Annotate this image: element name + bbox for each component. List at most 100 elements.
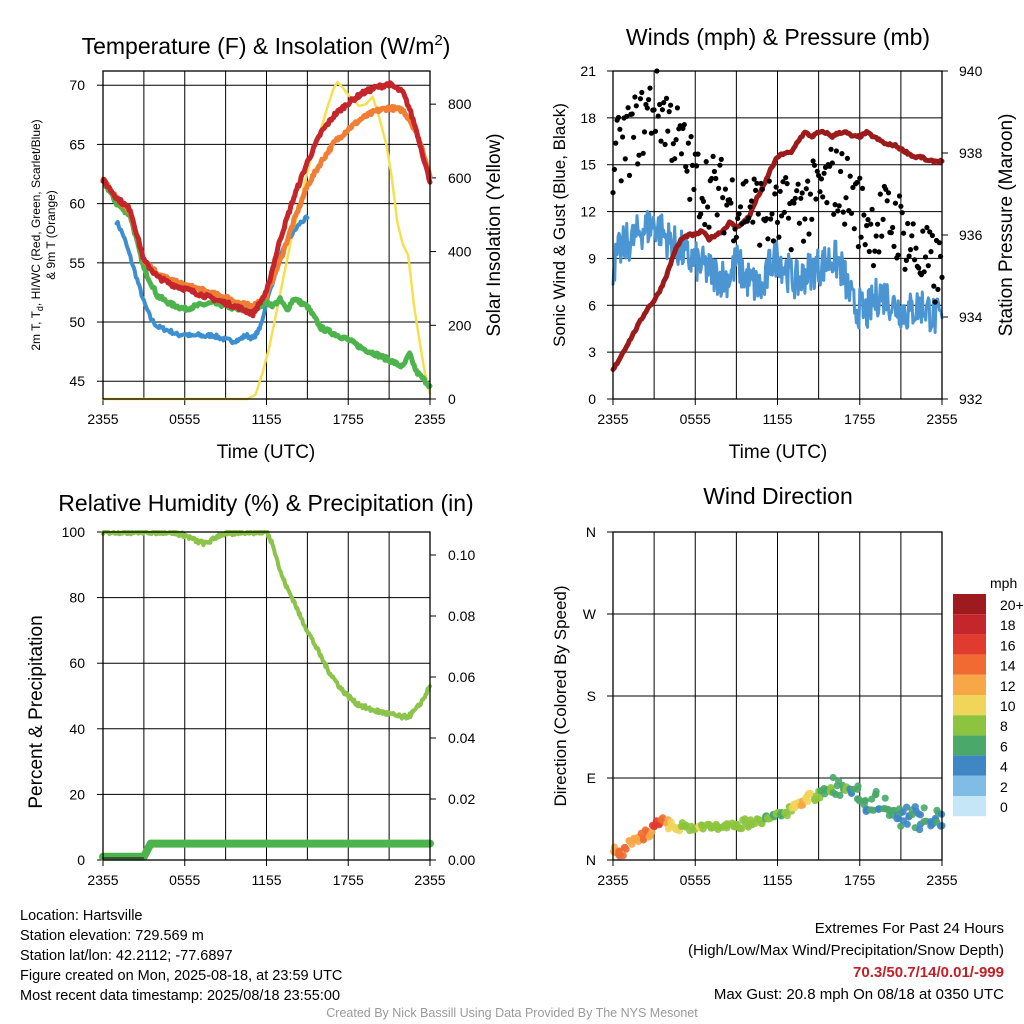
direction-point [899,808,907,816]
rh-xtick-label: 2355 [414,872,445,888]
gust-point [747,204,753,210]
wind-y2tick-label: 940 [959,63,983,79]
gust-point [883,186,889,192]
temp-y2tick-label: 600 [448,170,472,186]
gust-point [791,200,797,206]
direction-point [783,812,791,820]
wind-title: Winds (mph) & Pressure (mb) [626,24,930,50]
direction-point [916,826,924,834]
wind-xtick-label: 1755 [844,411,875,427]
direction-point [829,773,837,782]
gust-point [681,122,687,128]
temperature-panel: 45 50 55 60 65 70 0 200 400 600 800 2355 0555 1155 175… [29,32,505,463]
gust-point [700,198,707,204]
gust-point [640,150,646,156]
gust-point [831,211,837,217]
wind-y-axis-label: Sonic Wind & Gust (Blue, Black) [550,103,569,347]
gust-point [713,175,719,182]
gust-point [880,216,886,222]
winds-panel: 0 3 6 9 12 15 18 21 932 934 936 938 940 2355 0555 1155 1… [550,24,1017,463]
temp-ytick-label: 60 [69,196,85,212]
legend-swatch [953,695,986,716]
gust-point [862,242,868,248]
legend-label: 4 [1000,759,1008,775]
gust-point [794,188,800,194]
gust-point [824,200,830,206]
wind-ytick-label: 0 [588,391,596,407]
direction-point [816,794,824,802]
gust-point [635,161,641,167]
gust-point [833,148,840,154]
legend-label: 8 [1000,718,1008,734]
gust-point [811,162,818,168]
rh-y2tick-label: 0.02 [448,791,475,807]
wind-xtick-label: 1155 [762,411,792,427]
direction-point [920,804,928,812]
gust-point [759,186,766,192]
gust-point [673,137,679,143]
gust-point [629,111,635,117]
extremes-values: 70.3/50.7/14/0.01/-999 [853,964,1004,981]
gust-point [783,175,789,181]
gust-point [781,209,788,215]
humidity-panel: 0 20 40 60 80 100 0.00 0.02 0.04 0.06 0.08 0.10 2355… [26,490,475,888]
gust-point [672,156,678,162]
gust-point [691,186,697,192]
gust-point [737,204,744,210]
direction-point [621,843,629,851]
gust-point [785,215,792,221]
gust-point [879,233,885,239]
temp-line [100,80,433,319]
heat_index-line [100,176,433,390]
gust-point [648,130,655,136]
wind-xtick-label: 2355 [597,411,628,427]
gust-point [788,247,794,253]
direction-point [854,782,862,790]
gust-point [661,100,667,106]
extremes-title: Extremes For Past 24 Hours [814,920,1004,937]
gust-point [717,162,723,168]
credit-text: Created By Nick Bassill Using Data Provi… [326,1006,698,1020]
gust-point [768,216,774,222]
gust-point [711,168,718,175]
gust-point [901,230,907,236]
gust-point [685,140,692,146]
gust-point [843,195,849,201]
rh-ytick-label: 0 [77,852,85,868]
dir-ytick-label: N [586,524,596,540]
dir-xtick-label: 2355 [597,872,628,888]
gust-point [925,263,931,269]
rh-plot-frame [102,531,431,861]
gust-point [928,249,934,255]
gust-point [615,114,622,121]
max-gust-text: Max Gust: 20.8 mph On 08/18 at 0350 UTC [713,986,1004,1003]
gust-point [895,252,901,258]
gust-point [644,105,650,111]
location-text: Location: Hartsville [20,908,143,924]
gust-point [687,196,693,202]
gust-point [809,216,815,222]
gust-point [835,208,841,214]
temp-ytick-label: 50 [69,314,85,330]
gust-point [905,220,911,227]
gust-point [929,232,936,239]
gust-point [779,213,785,219]
gust-point [935,286,941,292]
legend-swatch [953,755,986,776]
temp-ytick-label: 55 [69,255,85,271]
gust-point [665,128,671,134]
gust-point [840,209,846,215]
dir-plot-frame [612,531,943,861]
wind-y2tick-label: 936 [959,227,983,243]
gust-point [755,211,761,217]
gust-point [936,240,942,246]
wind-plot-frame [612,70,943,400]
dir-xtick-label: 1155 [762,872,792,888]
gust-point [873,233,879,239]
gust-point [892,200,899,206]
gust-point [776,234,782,240]
gust-point [916,265,922,271]
gust-point [868,221,874,227]
gust-point [805,178,811,184]
gust-point [729,177,735,183]
